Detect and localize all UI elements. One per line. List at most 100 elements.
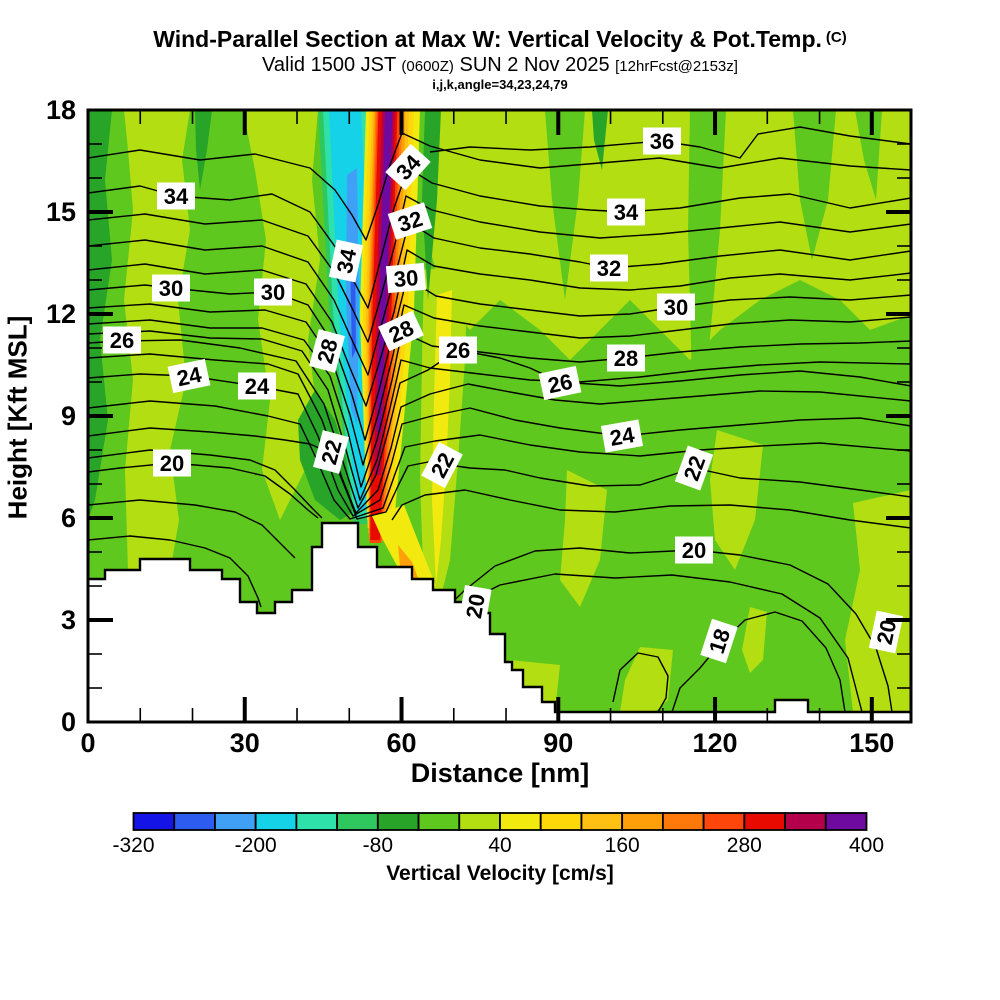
contour-label: 36: [643, 127, 681, 155]
colorbar-segment: [173, 812, 216, 831]
plot-title-text: Wind-Parallel Section at Max W: Vertical…: [153, 26, 822, 52]
contour-label-text: 32: [597, 256, 621, 281]
contour-label-text: 20: [461, 592, 490, 620]
contour-label-text: 24: [175, 362, 205, 392]
fill-region: [592, 110, 608, 170]
isotherm-line-36: [429, 126, 911, 159]
contour-label: 20: [675, 536, 713, 564]
x-tick-label: 150: [849, 728, 894, 758]
isotherm-line-20: [88, 462, 319, 519]
colorbar-segment: [254, 812, 298, 831]
y-tick-label: 15: [46, 197, 76, 227]
plot-subtitle: Valid 1500 JST (0600Z) SUN 2 Nov 2025 [1…: [0, 54, 1000, 77]
colorbar-segment: [702, 812, 746, 831]
colorbar-segment: [132, 812, 176, 831]
colorbar-segment: [336, 812, 379, 831]
y-tick-label: 6: [61, 503, 76, 533]
colorbar-segment: [295, 812, 339, 831]
contour-label: 20: [458, 584, 492, 628]
contour-label-text: 34: [164, 184, 189, 209]
colorbar-tick-label: 40: [488, 834, 511, 857]
contour-label: 26: [538, 365, 582, 401]
contour-label: 20: [153, 449, 191, 477]
fill-region: [545, 110, 585, 300]
isotherm-lines: [88, 126, 911, 713]
plot-title: Wind-Parallel Section at Max W: Vertical…: [0, 26, 1000, 53]
terrain-polygon: [88, 521, 911, 722]
contour-label: 24: [600, 419, 644, 453]
contour-label-text: 24: [608, 422, 637, 451]
fill-region: [710, 430, 763, 570]
colorbar-tick-label: 280: [727, 834, 762, 857]
colorbar-tick-label: -320: [112, 834, 154, 857]
contour-label: 30: [657, 293, 695, 321]
plot-frame-and-ticks: [86, 108, 913, 724]
isotherm-line-29: [88, 303, 911, 466]
isotherm-line-19: [88, 499, 296, 559]
contour-label-text: 26: [110, 328, 134, 353]
x-axis-title: Distance [nm]: [410, 758, 590, 788]
colorbar-tick-label: -80: [363, 834, 393, 857]
forecast-hour-text: [12hrFcst@2153z]: [615, 58, 738, 75]
isotherm-line-19: [457, 573, 863, 713]
contour-label-text: 30: [159, 276, 183, 301]
colorbar-segment: [417, 812, 461, 831]
contour-label: 30: [254, 278, 292, 306]
fill-region: [195, 110, 212, 190]
contour-label: 32: [590, 254, 628, 282]
contour-label: 22: [313, 430, 349, 474]
contour-label: 32: [387, 202, 433, 240]
valid-time-text: Valid 1500 JST: [262, 54, 396, 76]
contour-label-text: 26: [446, 338, 470, 363]
colorbar-segment: [580, 812, 624, 831]
colorbar-tick-label: 400: [849, 834, 884, 857]
contour-label-text: 28: [614, 346, 638, 371]
contour-label: 34: [157, 182, 195, 210]
colorbar-segment: [458, 812, 501, 831]
contour-label: 34: [328, 239, 364, 283]
fill-region: [688, 110, 726, 500]
contour-label-text: 24: [245, 374, 270, 399]
x-tick-label: 120: [693, 728, 738, 758]
x-tick-label: 0: [80, 728, 95, 758]
isotherm-line-35: [88, 132, 911, 241]
contour-label: 26: [103, 326, 141, 354]
fill-region: [845, 490, 911, 712]
y-tick-label: 3: [61, 605, 76, 635]
contour-label: 24: [238, 372, 276, 400]
contour-label-text: 36: [650, 129, 674, 154]
colorbar-segment: [539, 812, 583, 831]
x-tick-label: 90: [543, 728, 573, 758]
isotherm-line-27: [88, 330, 911, 501]
colorbar-segment: [784, 812, 827, 831]
y-tick-label: 18: [46, 95, 76, 125]
terrain-silhouette: [88, 521, 911, 722]
colorbar-segment: [661, 812, 705, 831]
contour-label-text: 20: [682, 538, 706, 563]
plot-title-units: (C): [825, 29, 847, 46]
y-tick-label: 12: [46, 299, 76, 329]
contour-label-text: 34: [614, 200, 639, 225]
colorbar-segment: [499, 812, 542, 831]
colorbar-segment: [743, 812, 786, 831]
contour-label-text: 20: [872, 618, 902, 647]
contour-label-text: 30: [261, 280, 285, 305]
fill-region: [422, 110, 441, 300]
contour-label: 28: [607, 344, 645, 372]
contour-label: 30: [152, 274, 190, 302]
fill-region: [372, 505, 436, 594]
updraft-band: [377, 110, 393, 432]
contour-label: 34: [607, 198, 645, 226]
colorbar-tick-label: 160: [605, 834, 640, 857]
fill-region: [620, 647, 673, 712]
colorbar-segment: [621, 812, 664, 831]
contour-label-text: 30: [393, 265, 420, 292]
isotherm-line-30: [88, 277, 911, 441]
fill-region: [793, 110, 836, 260]
colorbar-segment: [824, 812, 868, 831]
contour-label-text: 26: [546, 369, 575, 399]
grid-index-text: i,j,k,angle=34,23,24,79: [432, 77, 568, 92]
plot-header: Wind-Parallel Section at Max W: Vertical…: [0, 26, 1000, 92]
contour-label-text: 34: [332, 246, 362, 276]
